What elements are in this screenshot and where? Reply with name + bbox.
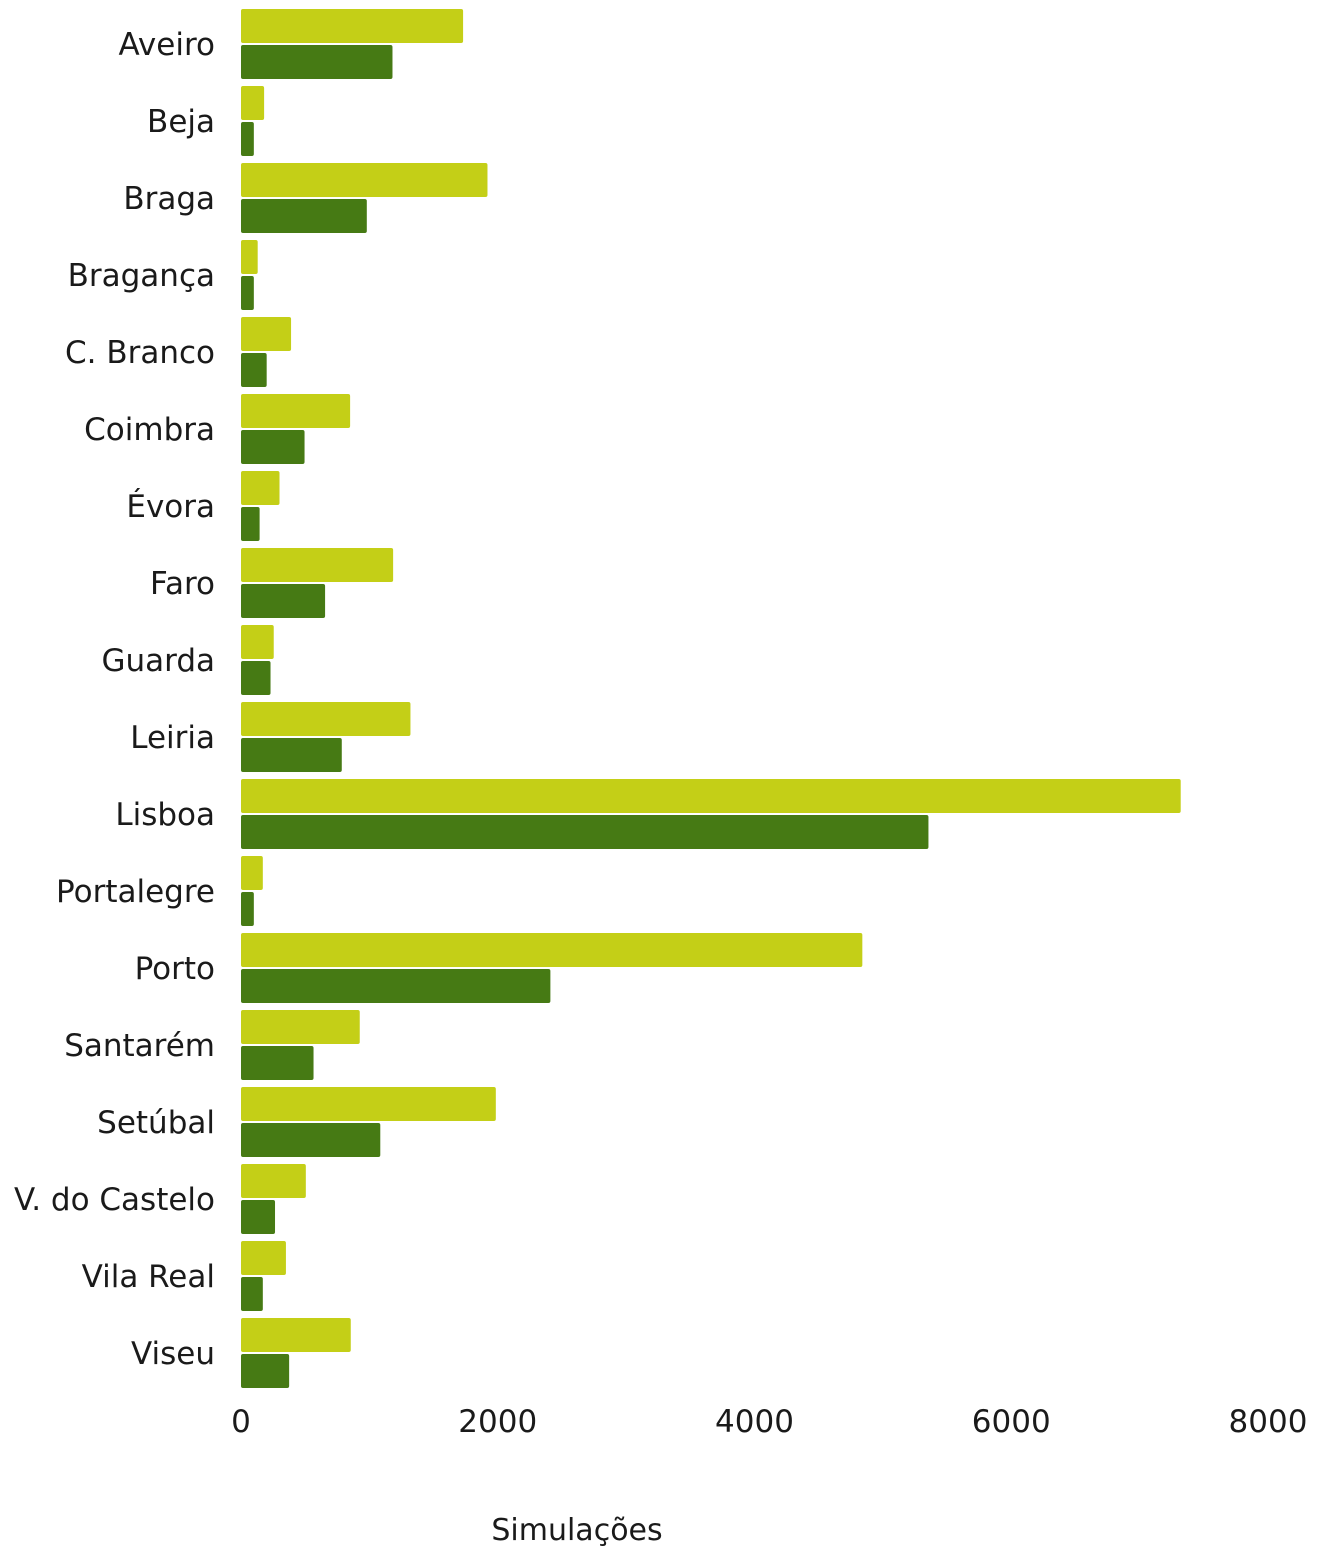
category-label: Portalegre	[56, 874, 215, 910]
x-tick-label: 6000	[972, 1404, 1051, 1440]
category-label: Coimbra	[84, 412, 215, 448]
bar-light-3	[241, 240, 258, 274]
bar-dark-3	[241, 276, 254, 310]
category-label: Braga	[123, 181, 215, 217]
category-label: Vila Real	[82, 1259, 215, 1295]
bar-light-8	[241, 625, 274, 659]
bar-light-16	[241, 1241, 286, 1275]
bar-light-15	[241, 1164, 306, 1198]
bar-dark-6	[241, 507, 260, 541]
bar-dark-15	[241, 1200, 276, 1234]
category-label: Évora	[126, 489, 215, 525]
category-label: Lisboa	[115, 797, 215, 833]
category-label: Viseu	[131, 1336, 215, 1372]
bar-light-12	[241, 933, 863, 967]
bar-dark-0	[241, 45, 393, 79]
category-label: Beja	[147, 104, 215, 140]
x-tick-label: 8000	[1229, 1404, 1308, 1440]
bar-dark-11	[241, 892, 254, 926]
bar-light-10	[241, 779, 1181, 813]
x-axis-title: Simulações	[491, 1513, 662, 1548]
bar-dark-17	[241, 1354, 290, 1388]
bar-dark-12	[241, 969, 551, 1003]
bars-group	[241, 9, 1181, 1388]
bar-dark-5	[241, 430, 305, 464]
bar-dark-8	[241, 661, 271, 695]
bar-dark-10	[241, 815, 929, 849]
category-label: Leiria	[130, 720, 215, 756]
bar-light-17	[241, 1318, 351, 1352]
category-label: Guarda	[101, 643, 215, 679]
bar-light-4	[241, 317, 292, 351]
category-label: Aveiro	[119, 27, 215, 63]
bar-dark-13	[241, 1046, 314, 1080]
bar-light-11	[241, 856, 263, 890]
category-label: V. do Castelo	[14, 1182, 215, 1218]
bar-light-1	[241, 86, 265, 120]
bar-dark-16	[241, 1277, 263, 1311]
x-tick-label: 4000	[715, 1404, 794, 1440]
bar-dark-4	[241, 353, 267, 387]
bar-light-2	[241, 163, 488, 197]
bar-dark-2	[241, 199, 367, 233]
bar-light-6	[241, 471, 280, 505]
category-label: Porto	[135, 951, 215, 987]
category-labels: Aveiro Beja Braga Bragança C. Branco Coimbra É…	[14, 27, 215, 1372]
x-tick-label: 2000	[458, 1404, 537, 1440]
bar-light-9	[241, 702, 411, 736]
bar-light-7	[241, 548, 394, 582]
bar-dark-7	[241, 584, 326, 618]
bar-dark-1	[241, 122, 254, 156]
bar-dark-14	[241, 1123, 381, 1157]
bar-dark-9	[241, 738, 342, 772]
bar-light-14	[241, 1087, 496, 1121]
bar-light-13	[241, 1010, 360, 1044]
x-tick-labels: 0 2000 4000 6000 8000	[231, 1404, 1307, 1440]
bar-light-5	[241, 394, 351, 428]
bar-light-0	[241, 9, 464, 43]
x-tick-label: 0	[231, 1404, 251, 1440]
category-label: C. Branco	[65, 335, 215, 371]
category-label: Setúbal	[97, 1105, 215, 1141]
category-label: Santarém	[64, 1028, 215, 1064]
category-label: Bragança	[68, 258, 215, 294]
category-label: Faro	[150, 566, 215, 602]
